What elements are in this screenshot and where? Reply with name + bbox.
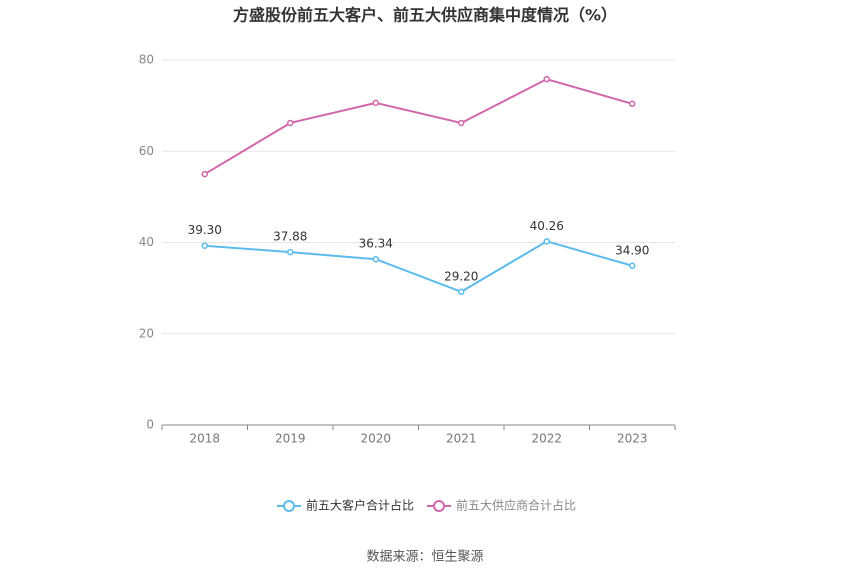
y-tick-label: 80 [139, 53, 154, 67]
x-tick-label: 2018 [189, 432, 220, 446]
x-tick-label: 2022 [531, 432, 562, 446]
x-tick-label: 2023 [617, 432, 648, 446]
data-point [287, 248, 294, 256]
y-tick-label: 20 [139, 326, 154, 340]
data-point [201, 242, 208, 249]
data-point [458, 288, 465, 296]
data-label: 37.88 [273, 230, 307, 244]
data-label: 40.26 [530, 219, 564, 233]
y-tick-label: 0 [146, 418, 154, 432]
y-tick-label: 40 [139, 235, 154, 249]
data-label: 39.30 [188, 223, 222, 237]
source: 数据来源：恒生聚源 [366, 550, 483, 565]
chart-title: 方盛股份前五大客户、前五大供应商集中度情况（%） [233, 6, 617, 25]
data-point [629, 100, 636, 108]
x-tick-label: 2020 [360, 432, 391, 446]
series-line [204, 240, 633, 293]
x-tick-label: 2021 [446, 432, 477, 446]
data-label: 36.34 [359, 237, 393, 251]
legend-marker [283, 500, 295, 512]
legend-marker [433, 500, 445, 512]
data-point [372, 255, 379, 263]
data-point [372, 99, 379, 107]
data-point [629, 262, 636, 270]
data-label: 29.20 [444, 269, 478, 283]
x-tick-label: 2019 [275, 432, 306, 446]
legend-label: 前五大供应商合计占比 [456, 498, 576, 513]
data-point [458, 119, 465, 127]
y-tick-label: 60 [139, 144, 154, 158]
series-line [204, 78, 633, 175]
data-point [543, 75, 550, 83]
data-label: 34.90 [615, 243, 649, 257]
data-point [287, 119, 294, 127]
data-point [201, 170, 208, 178]
data-point [543, 238, 550, 245]
legend-label: 前五大客户合计占比 [306, 498, 414, 513]
